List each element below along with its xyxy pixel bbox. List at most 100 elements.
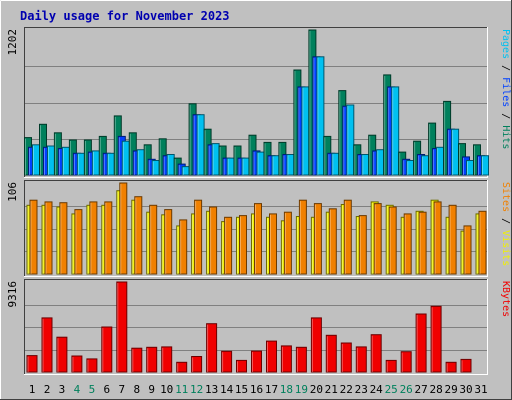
sites-bar-day-11-fill xyxy=(179,219,188,275)
kbytes-bar-day-15-fill xyxy=(236,359,247,373)
x-tick-label-day-23: 23 xyxy=(355,383,368,396)
x-tick-label-day-8: 8 xyxy=(133,383,140,396)
y-max-label: 1202 xyxy=(6,29,19,56)
pages-bar-day-5 xyxy=(91,150,100,176)
sites-bar-day-26-fill xyxy=(403,213,412,275)
kbytes-bar-day-25 xyxy=(385,359,397,373)
x-tick-label-day-6: 6 xyxy=(103,383,110,396)
kbytes-bar-day-25-fill xyxy=(385,359,397,373)
axis-label-part: Pages xyxy=(500,29,511,59)
x-tick-label-day-14: 14 xyxy=(220,383,234,396)
sites-bar-day-4-fill xyxy=(74,209,83,275)
kbytes-bar-day-13 xyxy=(206,323,218,373)
kbytes-bar-day-17 xyxy=(266,340,277,373)
sites-bar-day-22-fill xyxy=(343,199,352,275)
kbytes-bar-day-22 xyxy=(340,342,352,373)
sites-bar-day-27-fill xyxy=(418,211,427,275)
sites-bar-day-26 xyxy=(403,213,412,275)
x-tick-label-day-25: 25 xyxy=(385,383,398,396)
sites-bar-day-24-fill xyxy=(373,203,382,275)
sites-bar-day-12-fill xyxy=(194,199,203,275)
sites-bar-day-30-fill xyxy=(463,225,472,275)
pages-bar-day-6 xyxy=(106,152,115,176)
axis-label-part: Visits xyxy=(500,230,511,266)
sites-bar-day-5-fill xyxy=(89,201,98,275)
sites-bar-day-12 xyxy=(194,199,203,275)
sites-bar-day-17-fill xyxy=(269,213,277,275)
kbytes-bar-day-29-fill xyxy=(445,361,457,373)
sites-bar-day-20-fill xyxy=(313,203,322,275)
x-tick-label-day-26: 26 xyxy=(400,383,413,396)
panel-visits: 106 Sites / Visits xyxy=(6,180,511,277)
sites-bar-day-16 xyxy=(254,203,262,275)
sites-bar-day-18 xyxy=(283,211,292,275)
sites-bar-day-5 xyxy=(89,201,98,275)
axis-label-part: Hits xyxy=(500,125,511,149)
x-tick-label-day-18: 18 xyxy=(280,383,293,396)
kbytes-bar-day-30 xyxy=(460,358,472,373)
x-tick-label-day-4: 4 xyxy=(74,383,81,396)
kbytes-bar-day-24-fill xyxy=(370,334,382,373)
kbytes-bar-day-14-fill xyxy=(221,350,233,373)
pages-bar-day-7 xyxy=(121,140,130,176)
pages-bar-day-21 xyxy=(331,152,340,176)
kbytes-bar-day-21-fill xyxy=(325,334,337,373)
kbytes-bar-day-9 xyxy=(146,346,158,373)
axis-label: Pages / Files / Hits xyxy=(500,29,511,149)
kbytes-bar-day-12 xyxy=(191,356,203,373)
sites-bar-day-29 xyxy=(448,204,457,275)
pages-bar-day-4 xyxy=(76,152,85,176)
sites-bar-day-31 xyxy=(478,210,487,275)
kbytes-bar-day-20-fill xyxy=(310,317,322,373)
sites-bar-day-6 xyxy=(104,201,113,275)
kbytes-bar-day-8 xyxy=(131,347,143,373)
x-tick-label-day-21: 21 xyxy=(325,383,338,396)
sites-bar-day-18-fill xyxy=(283,211,292,275)
sites-bar-day-25 xyxy=(388,206,397,275)
sites-bar-day-2-fill xyxy=(44,201,53,275)
kbytes-bar-day-3-fill xyxy=(56,336,68,373)
pages-bar-day-25-fill xyxy=(391,86,400,176)
kbytes-bar-day-22-fill xyxy=(340,342,352,373)
sites-bar-day-22 xyxy=(343,199,352,275)
pages-bar-day-15 xyxy=(241,157,250,176)
kbytes-bar-day-29 xyxy=(445,361,457,373)
kbytes-bar-day-18 xyxy=(280,345,292,373)
pages-bar-day-17 xyxy=(271,155,280,176)
x-tick-label-day-7: 7 xyxy=(118,383,125,396)
pages-bar-day-27 xyxy=(421,155,430,176)
x-tick-label-day-16: 16 xyxy=(250,383,263,396)
x-tick-label-day-11: 11 xyxy=(175,383,188,396)
sites-bar-day-8-fill xyxy=(134,196,143,275)
sites-bar-day-14-fill xyxy=(224,216,233,275)
pages-bar-day-3 xyxy=(61,146,70,176)
pages-bar-day-22-fill xyxy=(346,104,355,176)
sites-bar-day-27 xyxy=(418,211,427,275)
chart-title: Daily usage for November 2023 xyxy=(20,9,230,23)
x-tick-label-day-5: 5 xyxy=(89,383,96,396)
sites-bar-day-23-fill xyxy=(358,215,367,275)
kbytes-bar-day-4 xyxy=(71,355,83,373)
kbytes-bar-day-10 xyxy=(161,346,173,373)
pages-bar-day-28 xyxy=(436,146,445,176)
kbytes-bar-day-13-fill xyxy=(206,323,218,373)
sites-bar-day-14 xyxy=(224,216,233,275)
pages-bar-day-14 xyxy=(226,157,235,176)
kbytes-bar-day-16-fill xyxy=(251,350,262,373)
axis-label-part: / xyxy=(500,59,511,77)
x-tick-label-day-27: 27 xyxy=(414,383,427,396)
pages-bar-day-18 xyxy=(286,154,295,176)
pages-bar-day-31 xyxy=(481,155,489,176)
kbytes-bar-day-19-fill xyxy=(295,346,307,373)
x-tick-label-day-12: 12 xyxy=(190,383,203,396)
sites-bar-day-10-fill xyxy=(164,209,173,275)
pages-bar-day-22 xyxy=(346,104,355,176)
sites-bar-day-13 xyxy=(209,206,218,275)
sites-bar-day-9 xyxy=(149,204,158,275)
kbytes-bar-day-11 xyxy=(176,361,188,373)
pages-bar-day-8 xyxy=(136,149,145,176)
kbytes-bar-day-27 xyxy=(415,313,427,373)
sites-bar-day-1-fill xyxy=(29,199,38,275)
y-max-label: 106 xyxy=(6,182,19,202)
